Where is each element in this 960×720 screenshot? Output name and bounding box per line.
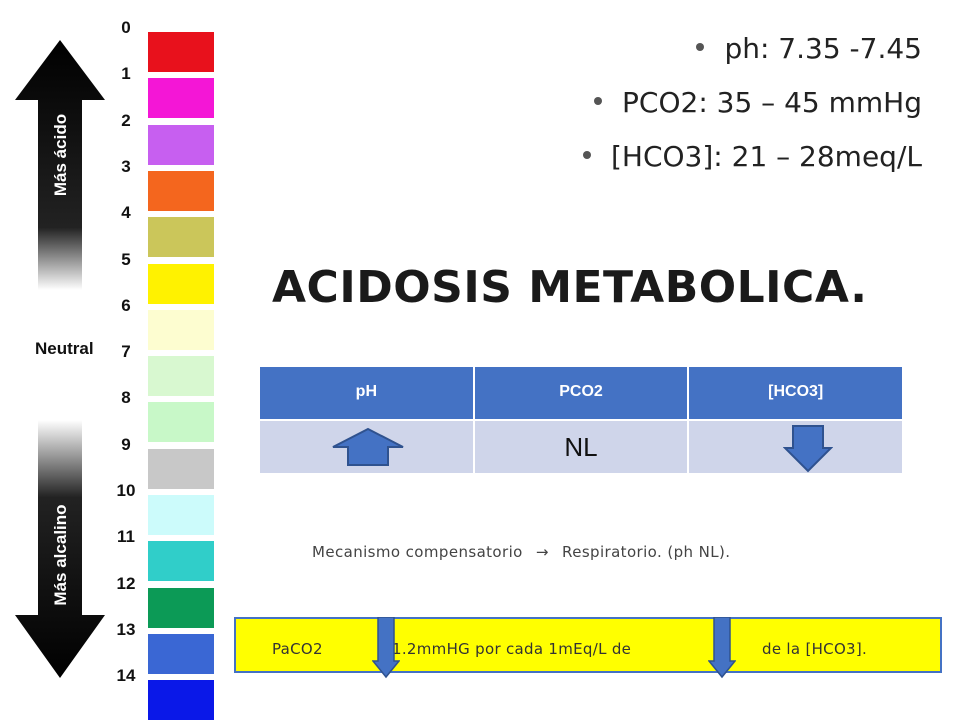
- ph-swatch-6: [148, 309, 214, 350]
- ph-swatch-2: [148, 124, 214, 165]
- neutral-label: Neutral: [35, 339, 94, 358]
- header-ph: pH: [260, 367, 475, 419]
- ph-swatch-1: [148, 78, 214, 119]
- ph-swatch-3: [148, 170, 214, 211]
- ph-swatch-7: [148, 356, 214, 397]
- alkaline-arrow-icon: [15, 420, 105, 678]
- ph-number-3: 3: [121, 156, 131, 176]
- ph-number-11: 11: [117, 527, 135, 547]
- note-part3: de la [HCO3].: [762, 640, 868, 658]
- ph-number-5: 5: [121, 249, 131, 269]
- bullet-hco3: [HCO3]: 21 – 28meq/L: [582, 130, 922, 184]
- cell-ph: [260, 421, 475, 473]
- ph-swatch-11: [148, 541, 214, 582]
- note-down-arrow-icon: [708, 617, 736, 679]
- ph-swatch-13: [148, 633, 214, 674]
- ph-swatch-5: [148, 263, 214, 304]
- bullet-ph: ph: 7.35 -7.45: [583, 22, 922, 76]
- arrow-up-icon: [332, 427, 404, 466]
- note-part1: PaCO2: [272, 640, 323, 658]
- ph-number-0: 0: [121, 18, 131, 37]
- table-row: NL: [260, 419, 902, 473]
- right-arrow-icon: →: [535, 543, 549, 561]
- ph-swatch-4: [148, 217, 214, 258]
- bullet-pco2: PCO2: 35 – 45 mmHg: [583, 76, 922, 130]
- ph-swatch-14: [148, 680, 214, 720]
- mechanism-text: Mecanismo compensatorio → Respiratorio. …: [312, 543, 731, 561]
- ph-number-1: 1: [121, 64, 131, 84]
- ph-number-12: 12: [116, 573, 136, 593]
- alkaline-label: Más alcalino: [51, 504, 70, 606]
- page-title: ACIDOSIS METABOLICA.: [272, 262, 868, 313]
- acid-label: Más ácido: [51, 113, 70, 197]
- header-pco2: PCO2: [475, 367, 690, 419]
- header-hco3: [HCO3]: [768, 383, 824, 400]
- ph-swatch-9: [148, 448, 214, 489]
- ph-number-13: 13: [116, 619, 136, 639]
- ph-number-9: 9: [121, 434, 131, 454]
- ph-number-14: 14: [116, 666, 136, 686]
- ph-number-10: 10: [116, 481, 136, 500]
- ph-number-4: 4: [121, 203, 131, 223]
- cell-hco3: [689, 421, 902, 473]
- ph-number-7: 7: [121, 342, 131, 362]
- ph-swatch-0: [148, 32, 214, 72]
- note-down-arrow-icon: [372, 617, 400, 679]
- arrow-down-icon: [783, 425, 834, 473]
- ph-number-8: 8: [121, 388, 131, 408]
- reference-values-list: ph: 7.35 -7.45 PCO2: 35 – 45 mmHg [HCO3]…: [582, 22, 922, 184]
- ph-number-2: 2: [121, 110, 131, 130]
- ph-swatch-10: [148, 495, 214, 535]
- ph-number-6: 6: [121, 295, 131, 315]
- acid-arrow-icon: [15, 40, 105, 290]
- ph-swatch-12: [148, 587, 214, 628]
- cell-pco2: NL: [475, 421, 690, 473]
- gas-table: pH PCO2 [HCO3] NL: [260, 367, 902, 473]
- note-box: [234, 617, 942, 673]
- note-part2: 1.2mmHG por cada 1mEq/L de: [392, 640, 632, 658]
- ph-swatch-8: [148, 402, 214, 443]
